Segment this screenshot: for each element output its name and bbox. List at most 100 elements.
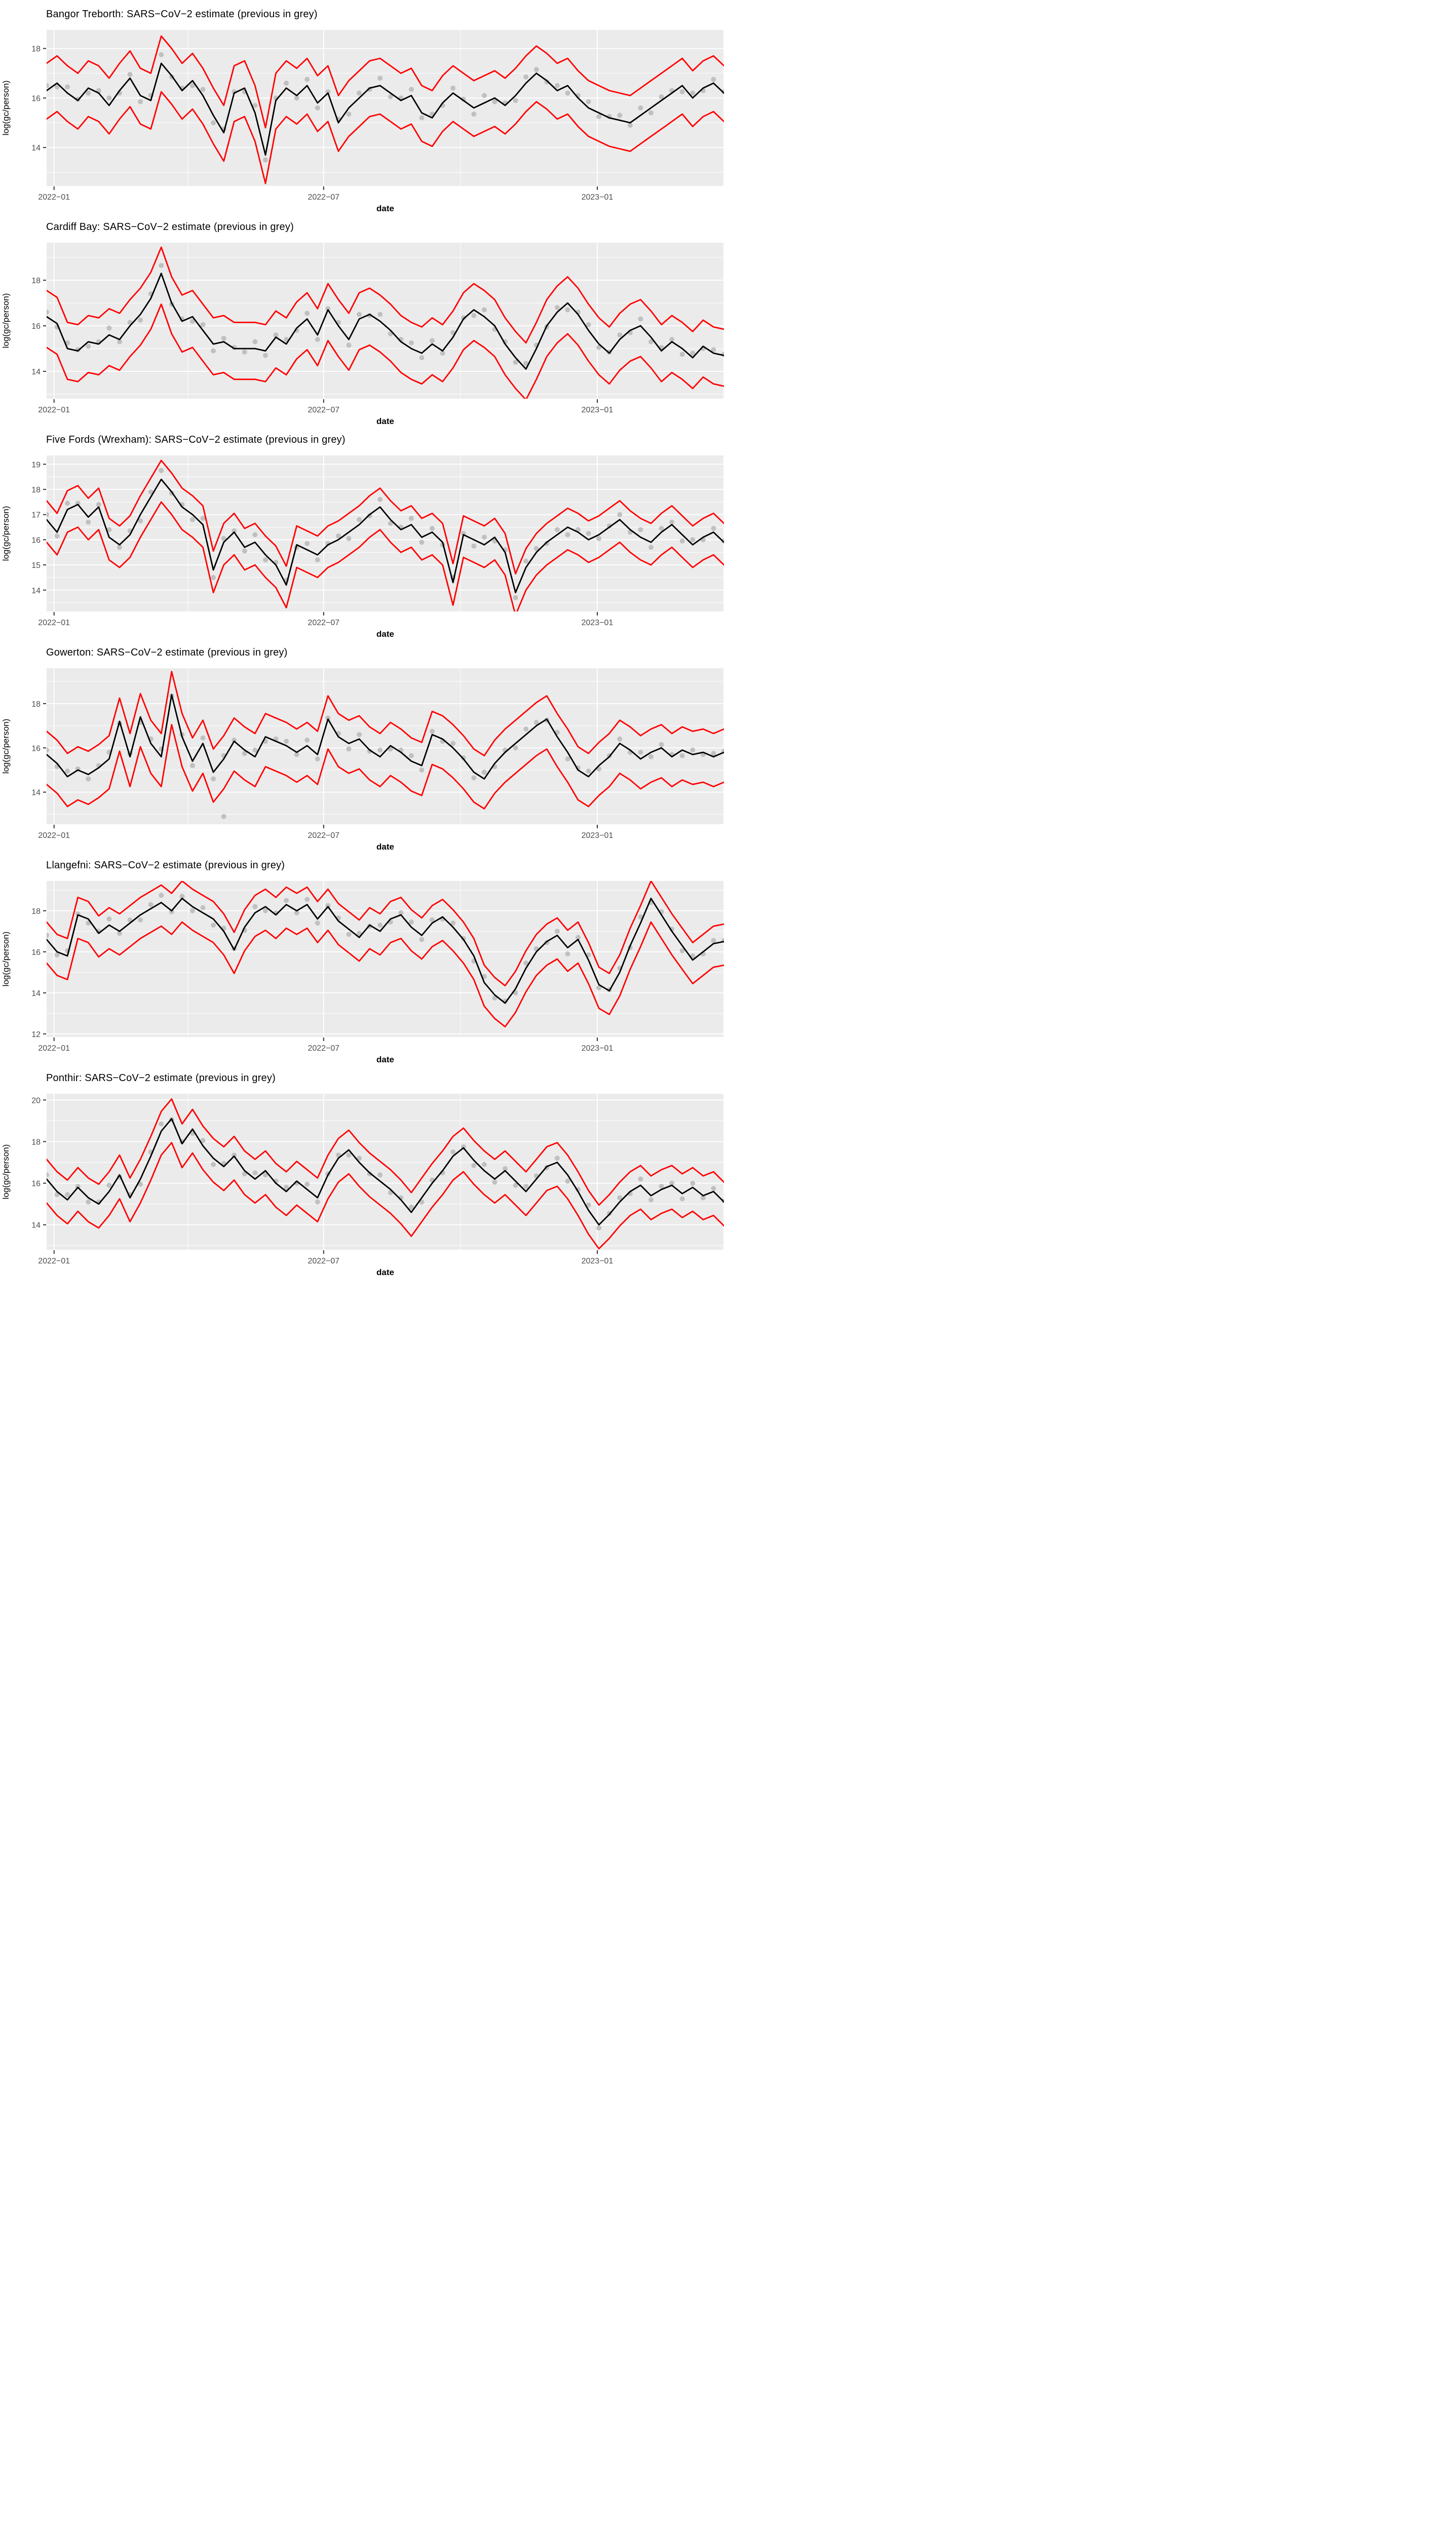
upper-bound-line xyxy=(47,459,724,574)
previous-estimate-point xyxy=(554,1156,560,1161)
previous-estimate-point xyxy=(86,1199,91,1205)
previous-estimate-point xyxy=(586,1202,591,1208)
previous-estimate-point xyxy=(47,310,49,315)
previous-estimate-point xyxy=(419,540,425,545)
previous-estimate-point xyxy=(54,952,60,957)
previous-estimate-point xyxy=(523,558,529,564)
previous-estimate-point xyxy=(346,746,352,752)
y-tick-label: 14 xyxy=(31,789,41,797)
x-tick-label: 2022−07 xyxy=(308,406,339,414)
previous-estimate-point xyxy=(492,99,497,104)
previous-estimate-point xyxy=(377,1172,383,1178)
previous-estimate-point xyxy=(117,339,122,344)
estimate-lines xyxy=(47,881,724,1028)
previous-estimate-point xyxy=(294,95,299,101)
previous-estimate-point xyxy=(377,923,383,928)
previous-estimate-point xyxy=(679,948,685,953)
previous-estimate-point xyxy=(565,90,570,96)
previous-estimate-point xyxy=(679,1196,685,1202)
previous-estimate-point xyxy=(357,1156,362,1161)
previous-estimate-point xyxy=(262,908,268,913)
previous-estimate-point xyxy=(211,120,216,126)
previous-estimate-point xyxy=(523,74,529,80)
x-tick-label: 2022−07 xyxy=(308,1257,339,1265)
previous-estimate-point xyxy=(211,923,216,928)
previous-estimate-point xyxy=(659,94,664,99)
previous-estimate-point xyxy=(533,546,539,551)
previous-estimate-point xyxy=(315,920,320,926)
previous-estimate-point xyxy=(617,112,623,118)
previous-estimate-point xyxy=(304,76,310,82)
central-estimate-line xyxy=(47,898,724,1004)
previous-estimate-point xyxy=(315,105,320,110)
previous-estimate-point xyxy=(596,1225,602,1231)
previous-estimate-point xyxy=(284,898,289,903)
previous-estimate-point xyxy=(159,52,164,57)
previous-estimate-point xyxy=(690,747,696,753)
previous-estimate-point xyxy=(711,526,716,531)
x-axis-title: date xyxy=(376,1268,394,1276)
previous-estimate-point xyxy=(408,87,414,92)
previous-estimate-point xyxy=(669,519,675,525)
previous-estimate-point xyxy=(211,348,216,354)
previous-estimate-point xyxy=(513,360,518,365)
previous-estimate-point xyxy=(54,84,60,90)
previous-estimate-point xyxy=(419,937,425,942)
y-tick-label: 17 xyxy=(31,511,41,520)
chart-title: Gowerton: SARS−CoV−2 estimate (previous … xyxy=(46,647,288,658)
previous-estimate-point xyxy=(262,157,268,163)
previous-estimate-point xyxy=(690,351,696,356)
chart-plot: 14 16 18 2022−01 2022−07 2023−01 log(gc/person… xyxy=(1,30,724,212)
previous-estimate-point xyxy=(700,1195,706,1201)
central-estimate-line xyxy=(47,273,724,370)
previous-estimate-point xyxy=(189,908,195,913)
previous-estimate-point xyxy=(273,332,279,338)
previous-estimate-point xyxy=(679,538,685,544)
y-tick-label: 14 xyxy=(31,368,41,376)
chart-plot: 12 14 16 18 2022−01 2022−07 2023−01 log(gc/pers… xyxy=(1,881,724,1063)
central-estimate-line xyxy=(47,1118,724,1226)
previous-estimate-point xyxy=(450,1149,456,1155)
previous-estimate-point xyxy=(284,337,289,342)
previous-estimate-point xyxy=(335,533,341,539)
previous-estimate-point xyxy=(388,521,393,526)
y-tick-label: 18 xyxy=(31,1138,41,1146)
previous-estimate-point xyxy=(242,548,247,554)
y-axis-title: log(gc/person) xyxy=(1,293,11,349)
y-tick-label: 16 xyxy=(31,536,41,545)
previous-estimate-point xyxy=(346,535,352,541)
previous-estimate-point xyxy=(711,1185,716,1191)
lower-bound-line xyxy=(47,91,724,184)
previous-estimate-point xyxy=(232,737,237,743)
chart-bangor-treborth: Bangor Treborth: SARS−CoV−2 estimate (pr… xyxy=(0,0,728,213)
x-axis-title: date xyxy=(376,1055,394,1063)
previous-estimate-point xyxy=(430,526,435,531)
previous-estimate-point xyxy=(148,902,154,907)
previous-estimate-point xyxy=(211,776,216,782)
y-axis-title: log(gc/person) xyxy=(1,1144,11,1200)
chart-ponthir: Ponthir: SARS−CoV−2 estimate (previous i… xyxy=(0,1064,728,1277)
previous-estimate-outlier-point xyxy=(221,814,226,819)
previous-estimate-point xyxy=(586,769,591,774)
previous-estimate-point xyxy=(200,905,206,910)
previous-estimate-point xyxy=(523,1183,529,1189)
y-tick-label: 14 xyxy=(31,989,41,998)
central-estimate-line xyxy=(47,478,724,594)
panel-background xyxy=(47,243,724,399)
previous-estimate-point xyxy=(679,753,685,758)
previous-estimate-point xyxy=(65,1192,70,1198)
previous-estimate-point xyxy=(47,83,49,88)
previous-estimate-point xyxy=(430,728,435,734)
y-tick-label: 12 xyxy=(31,1030,41,1039)
previous-estimate-point xyxy=(304,311,310,316)
x-tick-label: 2023−01 xyxy=(582,1044,614,1053)
previous-estimate-point xyxy=(252,532,258,538)
previous-estimate-point xyxy=(106,916,112,922)
previous-estimate-point xyxy=(576,935,581,940)
previous-estimate-point xyxy=(503,1166,508,1171)
previous-estimate-point xyxy=(638,527,643,532)
panel-background xyxy=(47,30,724,186)
x-tick-label: 2022−01 xyxy=(38,406,70,414)
previous-estimate-point xyxy=(86,90,91,96)
y-tick-label: 18 xyxy=(31,45,41,54)
